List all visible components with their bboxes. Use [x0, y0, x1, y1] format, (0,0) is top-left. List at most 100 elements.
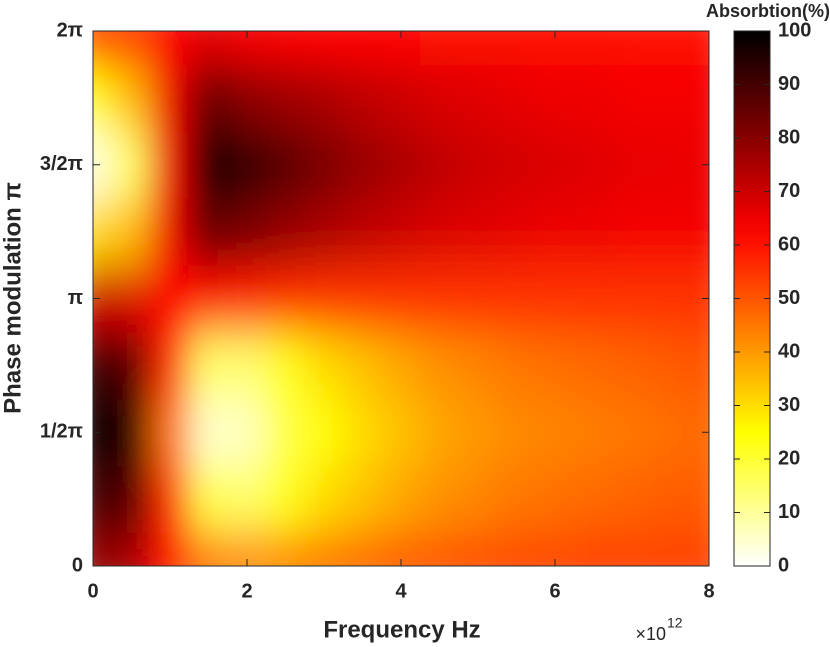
heat-cell [111, 532, 152, 566]
heat-cell [150, 31, 190, 65]
heat-cell [111, 130, 152, 199]
colorbar-tick-label: 100 [778, 19, 811, 41]
heat-cell [381, 398, 421, 467]
heat-cell [419, 264, 460, 333]
heatmap-area [93, 31, 709, 566]
heat-cell [304, 130, 344, 199]
heat-cell [612, 197, 652, 266]
heat-cell [188, 31, 229, 65]
heat-cell [573, 130, 614, 199]
heat-cell [111, 197, 152, 266]
heat-cell [111, 331, 152, 400]
heat-cell [496, 197, 537, 266]
heat-cell [93, 264, 113, 333]
heat-cell [458, 31, 498, 65]
heat-cell [535, 130, 575, 199]
heat-cell [496, 63, 537, 132]
x-tick-label: 8 [703, 580, 714, 602]
heat-cell [265, 331, 306, 400]
heat-cell [150, 264, 190, 333]
heat-cell [573, 465, 614, 534]
heat-cell [612, 398, 652, 467]
heat-cell [304, 264, 344, 333]
heat-cell [650, 532, 691, 566]
heat-cell [150, 197, 190, 266]
heat-cell [342, 331, 383, 400]
x-multiplier-exp: 12 [667, 615, 683, 631]
colorbar-tick-label: 50 [778, 287, 800, 309]
heat-cell [381, 331, 421, 400]
y-tick-label: 1/2π [40, 421, 83, 443]
heat-cell [342, 264, 383, 333]
heat-cell [150, 465, 190, 534]
heat-cell [573, 331, 614, 400]
y-tick-label: π [68, 287, 83, 309]
heat-cell [188, 197, 229, 266]
x-tick-label: 6 [549, 580, 560, 602]
heat-cell [612, 31, 652, 65]
heat-cell [342, 465, 383, 534]
heat-cell [650, 63, 691, 132]
colorbar-tick-label: 60 [778, 233, 800, 255]
heat-cell [573, 398, 614, 467]
colorbar-tick-label: 90 [778, 73, 800, 95]
colorbar-title: Absorbtion(%) [706, 1, 830, 21]
heat-cell [689, 197, 709, 266]
heat-cell [650, 264, 691, 333]
heat-cell [419, 465, 460, 534]
heat-cell [265, 197, 306, 266]
heat-cell [535, 398, 575, 467]
heat-cell [612, 465, 652, 534]
heat-cell [304, 331, 344, 400]
heat-cell [650, 31, 691, 65]
heat-cell [458, 264, 498, 333]
heat-cell [419, 197, 460, 266]
heat-cell [342, 532, 383, 566]
heat-cell [188, 331, 229, 400]
heat-cell [265, 130, 306, 199]
heat-cell [265, 264, 306, 333]
heat-cell [612, 264, 652, 333]
heat-cell [227, 63, 267, 132]
heat-cell [342, 130, 383, 199]
heat-cell [381, 264, 421, 333]
heat-cell [689, 130, 709, 199]
heat-cell [612, 63, 652, 132]
heat-cell [150, 63, 190, 132]
heat-cell [227, 197, 267, 266]
heat-cell [458, 63, 498, 132]
heat-cell [342, 197, 383, 266]
heat-cell [419, 532, 460, 566]
heat-cell [458, 532, 498, 566]
heat-cell [458, 398, 498, 467]
heat-cell [93, 197, 113, 266]
heat-cell [458, 465, 498, 534]
heat-cell [111, 31, 152, 65]
heat-cell [689, 264, 709, 333]
heat-cell [265, 465, 306, 534]
heat-cell [227, 465, 267, 534]
heat-cell [93, 532, 113, 566]
heat-cell [227, 331, 267, 400]
heat-cell [150, 398, 190, 467]
heat-cell [381, 465, 421, 534]
heat-cell [650, 465, 691, 534]
heat-cell [150, 331, 190, 400]
heat-cell [265, 532, 306, 566]
heat-cell [304, 398, 344, 467]
heat-cell [188, 465, 229, 534]
heat-cell [93, 398, 113, 467]
heat-cell [188, 532, 229, 566]
heat-cell [93, 331, 113, 400]
heat-cell [689, 31, 709, 65]
heat-cell [150, 130, 190, 199]
x-tick-label: 0 [87, 580, 98, 602]
colorbar-tick-label: 70 [778, 180, 800, 202]
heat-cell [458, 130, 498, 199]
heat-cell [496, 398, 537, 467]
heat-cell [304, 197, 344, 266]
heat-cell [227, 130, 267, 199]
heat-cell [689, 398, 709, 467]
heat-cell [381, 63, 421, 132]
heat-cell [650, 197, 691, 266]
